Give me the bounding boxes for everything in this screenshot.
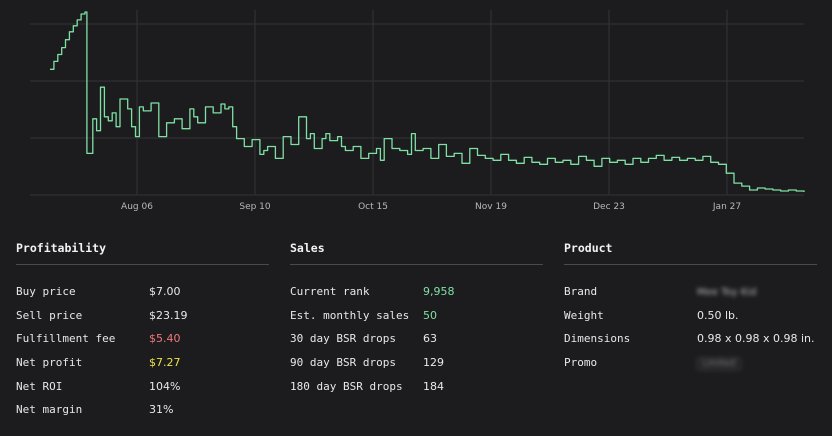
- row-label: Current rank: [290, 285, 370, 298]
- x-tick-label: Nov 19: [475, 202, 507, 212]
- row-weight: Weight 0.50 lb.: [564, 309, 817, 333]
- row-label: Brand: [564, 285, 598, 298]
- row-sell-price: Sell price $23.19: [16, 309, 269, 333]
- series-line: [50, 11, 805, 192]
- row-label: Dimensions: [564, 332, 631, 346]
- row-value: 0.98 x 0.98 x 0.98 in.: [697, 332, 815, 346]
- row-label: Net margin: [16, 403, 83, 417]
- row-value: 63: [423, 332, 437, 346]
- chart-grid: [30, 10, 804, 196]
- row-value: 31%: [149, 403, 174, 417]
- chart-series: [50, 11, 805, 192]
- row-30-day-drops: 30 day BSR drops 63: [290, 332, 543, 356]
- row-label: Promo: [564, 356, 598, 370]
- row-90-day-drops: 90 day BSR drops 129: [290, 356, 543, 380]
- divider: [290, 264, 543, 265]
- row-value: $7.00: [149, 285, 181, 298]
- row-label: Buy price: [16, 285, 76, 298]
- x-tick-label: Oct 15: [358, 202, 388, 212]
- row-brand: Brand Mee Toy Kid: [564, 285, 817, 309]
- x-axis-ticks: Aug 06 Sep 10 Oct 15 Nov 19 Dec 23 Jan 27: [121, 202, 741, 212]
- profitability-panel: Profitability Buy price $7.00 Sell price…: [16, 241, 269, 427]
- row-label: Net ROI: [16, 379, 63, 393]
- profitability-title: Profitability: [16, 241, 107, 255]
- row-label: 180 day BSR drops: [290, 379, 403, 393]
- row-label: 90 day BSR drops: [290, 356, 396, 370]
- x-tick-label: Aug 06: [121, 202, 153, 212]
- product-title: Product: [564, 241, 613, 255]
- row-monthly-sales: Est. monthly sales 50: [290, 309, 543, 333]
- x-tick-label: Sep 10: [239, 202, 271, 212]
- row-value: 9,958: [423, 285, 455, 298]
- row-value: Limited: [697, 356, 741, 371]
- product-panel: Product Brand Mee Toy Kid Weight 0.50 lb…: [564, 241, 817, 380]
- row-value: 50: [423, 308, 437, 322]
- row-buy-price: Buy price $7.00: [16, 285, 269, 309]
- row-value: 129: [423, 356, 444, 370]
- row-label: Est. monthly sales: [290, 308, 410, 322]
- row-value: Mee Toy Kid: [697, 285, 756, 298]
- row-value: 0.50 lb.: [697, 308, 739, 322]
- row-current-rank: Current rank 9,958: [290, 285, 543, 309]
- x-tick-label: Jan 27: [712, 202, 741, 212]
- row-net-roi: Net ROI 104%: [16, 380, 269, 404]
- row-fulfillment-fee: Fulfillment fee $5.40: [16, 332, 269, 356]
- row-net-margin: Net margin 31%: [16, 403, 269, 427]
- brand-value-blurred: Mee Toy Kid: [697, 287, 757, 298]
- bsr-chart: Aug 06 Sep 10 Oct 15 Nov 19 Dec 23 Jan 27: [30, 10, 805, 212]
- row-value: 104%: [149, 379, 181, 393]
- row-label: Weight: [564, 308, 604, 322]
- sales-title: Sales: [290, 241, 325, 255]
- row-value: $23.19: [149, 308, 188, 322]
- row-dimensions: Dimensions 0.98 x 0.98 x 0.98 in.: [564, 332, 817, 356]
- promo-value-blurred: Limited: [697, 358, 741, 371]
- row-promo: Promo Limited: [564, 356, 817, 380]
- divider: [16, 264, 269, 265]
- sales-panel: Sales Current rank 9,958 Est. monthly sa…: [290, 241, 543, 403]
- row-value: 184: [423, 379, 444, 393]
- row-label: Net profit: [16, 356, 83, 370]
- row-label: Sell price: [16, 308, 83, 322]
- x-tick-label: Dec 23: [593, 202, 625, 212]
- row-value: $7.27: [149, 356, 181, 370]
- row-180-day-drops: 180 day BSR drops 184: [290, 380, 543, 404]
- divider: [564, 264, 817, 265]
- row-net-profit: Net profit $7.27: [16, 356, 269, 380]
- row-label: 30 day BSR drops: [290, 332, 396, 346]
- row-label: Fulfillment fee: [16, 332, 116, 346]
- row-value: $5.40: [149, 332, 181, 346]
